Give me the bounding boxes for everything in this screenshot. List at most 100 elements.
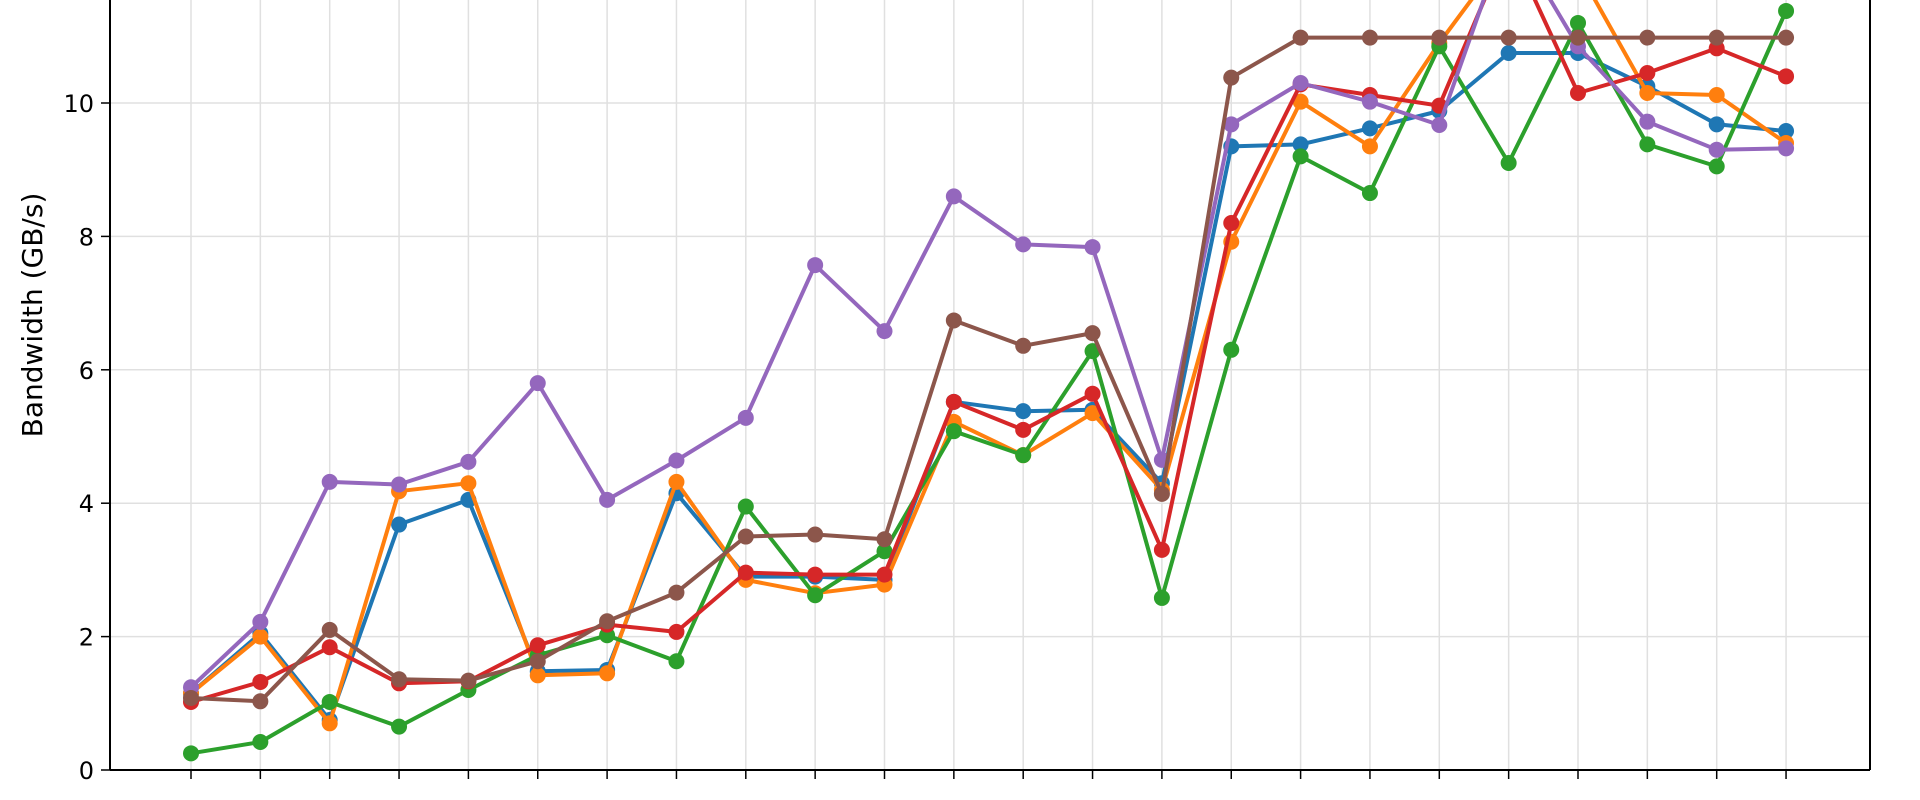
data-point (876, 531, 893, 548)
series-6 (183, 29, 1795, 710)
data-point (391, 476, 408, 493)
data-point (321, 715, 338, 732)
data-point (529, 653, 546, 670)
series-line (189, 0, 1787, 689)
data-point (1361, 120, 1378, 137)
data-point (1431, 117, 1448, 134)
data-point (737, 409, 754, 426)
data-point (183, 745, 199, 762)
y-tick-label: 4 (79, 490, 94, 518)
series-3 (183, 2, 1795, 762)
data-point (1778, 123, 1795, 140)
data-point (1778, 29, 1795, 46)
data-point (737, 564, 754, 581)
data-point (876, 566, 893, 583)
data-point (1708, 141, 1725, 158)
data-point (1639, 113, 1656, 130)
y-tick-label: 8 (79, 223, 94, 251)
data-point (599, 491, 616, 508)
data-point (1223, 69, 1240, 86)
data-point (1084, 325, 1101, 342)
axes: 0 2 4 6 8 10 (63, 0, 1871, 785)
data-point (807, 257, 824, 274)
data-point (1015, 447, 1032, 464)
data-point (668, 584, 685, 601)
y-tick-label: 2 (79, 624, 94, 652)
data-point (1778, 68, 1795, 85)
data-point (1292, 148, 1309, 165)
data-point (1361, 93, 1378, 110)
series-line (189, 51, 1787, 722)
data-point (1084, 405, 1101, 422)
data-point (391, 516, 408, 533)
y-axis-title: Bandwidth (GB/s) (16, 193, 49, 438)
data-point (1015, 236, 1032, 253)
data-point (529, 667, 546, 684)
series-line (189, 0, 1788, 726)
data-point (945, 312, 962, 329)
data-point (529, 637, 546, 654)
data-point (1639, 29, 1656, 46)
series-2 (183, 0, 1795, 732)
data-point (1223, 116, 1240, 133)
data-point (1361, 138, 1378, 155)
series-line (190, 10, 1788, 756)
data-point (321, 693, 338, 710)
data-point (1708, 86, 1725, 103)
data-point (1292, 136, 1309, 153)
data-point (1015, 403, 1032, 420)
data-point (1153, 589, 1170, 606)
data-point (737, 528, 754, 545)
data-point (252, 628, 269, 645)
data-point (1431, 29, 1448, 46)
y-tick-label: 10 (63, 90, 94, 118)
data-point (1223, 341, 1240, 358)
data-point (460, 475, 477, 492)
series-line (190, 35, 1786, 704)
data-point (1639, 136, 1656, 153)
series-1 (183, 44, 1795, 728)
data-point (252, 693, 269, 710)
data-point (1570, 14, 1586, 31)
data-point (1639, 64, 1656, 81)
data-point (945, 423, 962, 440)
data-point (1361, 185, 1378, 202)
data-point (1778, 140, 1795, 157)
data-point (1015, 421, 1032, 438)
data-point (460, 672, 477, 689)
grid-lines (110, 0, 1870, 771)
data-point (1500, 29, 1517, 46)
data-point (737, 498, 754, 515)
data-point (252, 673, 269, 690)
data-point (1292, 74, 1309, 91)
data-point (1570, 84, 1586, 101)
data-point (1500, 44, 1517, 61)
data-point (1778, 2, 1795, 19)
series-4 (183, 0, 1795, 710)
data-point (252, 613, 269, 630)
series-line (190, 0, 1787, 704)
data-point (668, 452, 685, 469)
data-point (1500, 155, 1517, 172)
data-point (807, 566, 824, 583)
data-point (1708, 158, 1725, 175)
data-point (1084, 385, 1101, 402)
series-layer (183, 0, 1795, 762)
data-point (945, 188, 962, 205)
data-point (321, 639, 338, 656)
data-point (529, 375, 546, 392)
data-point (1292, 29, 1309, 46)
data-point (183, 689, 199, 706)
data-point (1639, 84, 1656, 101)
data-point (599, 665, 616, 682)
data-point (1361, 29, 1378, 46)
data-point (391, 671, 408, 688)
data-point (1708, 116, 1725, 133)
series-5 (183, 0, 1795, 696)
data-point (599, 613, 616, 630)
data-point (876, 543, 893, 560)
data-point (945, 393, 962, 410)
data-point (807, 587, 824, 604)
data-point (668, 653, 685, 670)
